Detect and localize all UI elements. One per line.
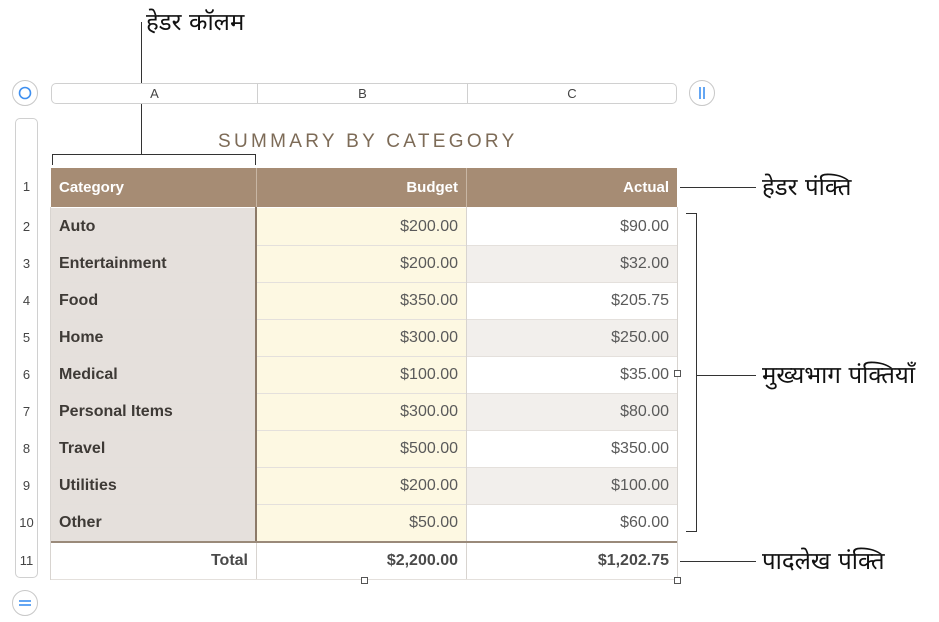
select-table-button[interactable] [12, 80, 38, 106]
row-header-5[interactable]: 5 [22, 330, 31, 345]
header-cell-category[interactable]: Category [51, 168, 256, 207]
body-cell-budget[interactable]: $300.00 [256, 319, 466, 356]
row-divider [51, 356, 677, 357]
body-cell-actual[interactable]: $90.00 [466, 208, 677, 245]
circle-select-icon [18, 86, 32, 100]
body-cell-budget[interactable]: $300.00 [256, 393, 466, 430]
footer-row-callout: पादलेख पंक्ति [762, 547, 885, 575]
footer-row-leader-line [680, 561, 756, 562]
body-cell-budget[interactable]: $100.00 [256, 356, 466, 393]
body-cell-category[interactable]: Utilities [51, 467, 256, 504]
resize-handle-bottom[interactable] [361, 577, 368, 584]
body-cell-actual[interactable]: $35.00 [466, 356, 677, 393]
row-header-1[interactable]: 1 [22, 179, 31, 194]
row-header-7[interactable]: 7 [22, 404, 31, 419]
row-divider [51, 319, 677, 320]
header-row-callout: हेडर पंक्ति [762, 173, 852, 201]
body-rows-callout: मुख्यभाग पंक्तियाँ [762, 361, 916, 389]
row-handle-icon [19, 600, 31, 606]
row-header-2[interactable]: 2 [22, 219, 31, 234]
body-cell-actual[interactable]: $205.75 [466, 282, 677, 319]
resize-handle-corner[interactable] [674, 577, 681, 584]
footer-cell-budget[interactable]: $2,200.00 [256, 543, 466, 579]
body-cell-category[interactable]: Food [51, 282, 256, 319]
resize-handle-right[interactable] [674, 370, 681, 377]
header-row-leader-line [680, 187, 756, 188]
body-cell-actual[interactable]: $100.00 [466, 467, 677, 504]
row-header-9[interactable]: 9 [22, 478, 31, 493]
body-cell-budget[interactable]: $50.00 [256, 504, 466, 541]
add-row-button[interactable] [12, 590, 38, 616]
row-divider [51, 504, 677, 505]
row-header-4[interactable]: 4 [22, 293, 31, 308]
header-column-border [255, 207, 257, 541]
header-divider-1 [256, 168, 257, 207]
row-header-3[interactable]: 3 [22, 256, 31, 271]
column-header-c[interactable]: C [467, 84, 676, 103]
body-cell-budget[interactable]: $500.00 [256, 430, 466, 467]
footer-cell-label[interactable]: Total [51, 543, 256, 579]
body-rows-bracket-bottom [686, 531, 697, 532]
body-cell-actual[interactable]: $350.00 [466, 430, 677, 467]
column-handle-icon [699, 87, 705, 99]
body-cell-category[interactable]: Medical [51, 356, 256, 393]
footer-cell-actual[interactable]: $1,202.75 [466, 543, 677, 579]
row-divider [51, 282, 677, 283]
header-cell-budget[interactable]: Budget [256, 168, 466, 207]
table-left-border [50, 207, 51, 580]
body-cell-category[interactable]: Auto [51, 208, 256, 245]
body-cell-category[interactable]: Travel [51, 430, 256, 467]
row-header-6[interactable]: 6 [22, 367, 31, 382]
column-divider [466, 207, 467, 541]
row-header-8[interactable]: 8 [22, 441, 31, 456]
body-cell-actual[interactable]: $250.00 [466, 319, 677, 356]
body-cell-category[interactable]: Home [51, 319, 256, 356]
table-title[interactable]: SUMMARY BY CATEGORY [218, 131, 518, 152]
body-cell-actual[interactable]: $32.00 [466, 245, 677, 282]
header-divider-2 [466, 168, 467, 207]
row-divider [51, 467, 677, 468]
header-column-callout: हेडर कॉलम [146, 8, 245, 36]
column-header-b[interactable]: B [257, 84, 467, 103]
body-cell-category[interactable]: Entertainment [51, 245, 256, 282]
footer-divider-1 [256, 543, 257, 579]
column-header-bar[interactable]: A B C [51, 83, 677, 104]
body-cell-actual[interactable]: $60.00 [466, 504, 677, 541]
body-cell-actual[interactable]: $80.00 [466, 393, 677, 430]
table-right-border [677, 207, 678, 580]
body-cell-budget[interactable]: $200.00 [256, 467, 466, 504]
header-column-bracket-left [52, 154, 53, 165]
column-header-a[interactable]: A [150, 86, 159, 101]
header-column-bracket [52, 154, 256, 155]
body-cell-budget[interactable]: $200.00 [256, 245, 466, 282]
row-divider [51, 245, 677, 246]
body-rows-leader-line [696, 375, 756, 376]
row-divider [51, 430, 677, 431]
footer-top-border [51, 541, 677, 543]
row-header-bar[interactable]: 1 2 3 4 5 6 7 8 9 10 11 [15, 118, 38, 578]
footer-divider-2 [466, 543, 467, 579]
add-column-button[interactable] [689, 80, 715, 106]
row-header-10[interactable]: 10 [19, 515, 34, 530]
header-cell-actual[interactable]: Actual [466, 168, 677, 207]
body-cell-category[interactable]: Other [51, 504, 256, 541]
body-rows-bracket-top [686, 213, 697, 214]
row-divider [51, 393, 677, 394]
body-cell-budget[interactable]: $200.00 [256, 208, 466, 245]
body-rows-bracket [696, 213, 697, 531]
body-cell-category[interactable]: Personal Items [51, 393, 256, 430]
row-header-11[interactable]: 11 [19, 553, 34, 568]
body-cell-budget[interactable]: $350.00 [256, 282, 466, 319]
header-column-bracket-right [255, 154, 256, 165]
